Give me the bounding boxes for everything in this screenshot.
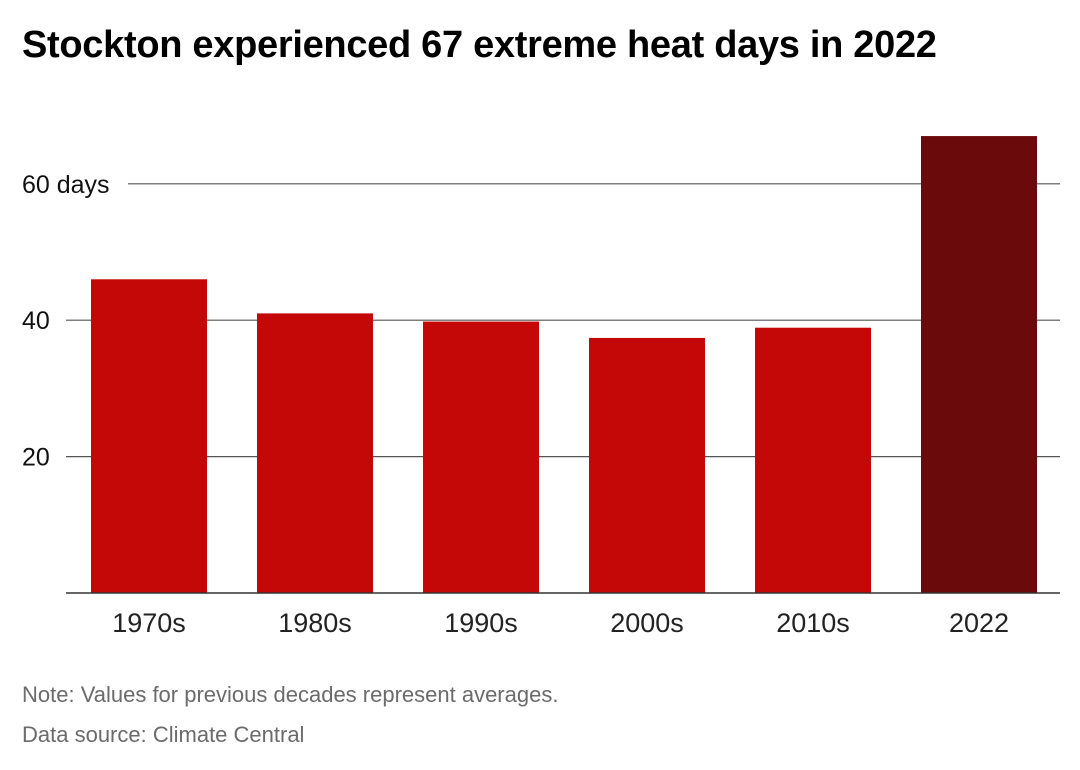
x-tick-label-1970s: 1970s: [112, 608, 186, 638]
bars: [91, 136, 1037, 593]
y-tick-label-20: 20: [22, 444, 50, 472]
x-tick-label-1980s: 1980s: [278, 608, 352, 638]
x-tick-label-2022: 2022: [949, 608, 1009, 638]
bar-2022: [921, 136, 1037, 593]
data-source: Data source: Climate Central: [22, 722, 305, 747]
bar-1980s: [257, 313, 373, 593]
bar-chart: 20 40 60 days 1970s 1980s 1990s 2000s 2010s 202…: [22, 136, 1060, 638]
bar-2000s: [589, 337, 705, 593]
x-tick-labels: 1970s 1980s 1990s 2000s 2010s 2022: [112, 608, 1009, 638]
gridlines: [66, 183, 1060, 458]
y-tick-label-40: 40: [22, 307, 50, 335]
x-tick-label-1990s: 1990s: [444, 608, 518, 638]
x-tick-label-2000s: 2000s: [610, 608, 684, 638]
footnote: Note: Values for previous decades repres…: [22, 682, 559, 707]
y-tick-label-60: 60 days: [22, 171, 110, 199]
x-tick-label-2010s: 2010s: [776, 608, 850, 638]
bar-2010s: [755, 327, 871, 593]
chart-title: Stockton experienced 67 extreme heat day…: [22, 24, 937, 66]
y-tick-labels: 20 40 60 days: [22, 171, 110, 472]
bar-1990s: [423, 321, 539, 593]
bar-1970s: [91, 279, 207, 593]
